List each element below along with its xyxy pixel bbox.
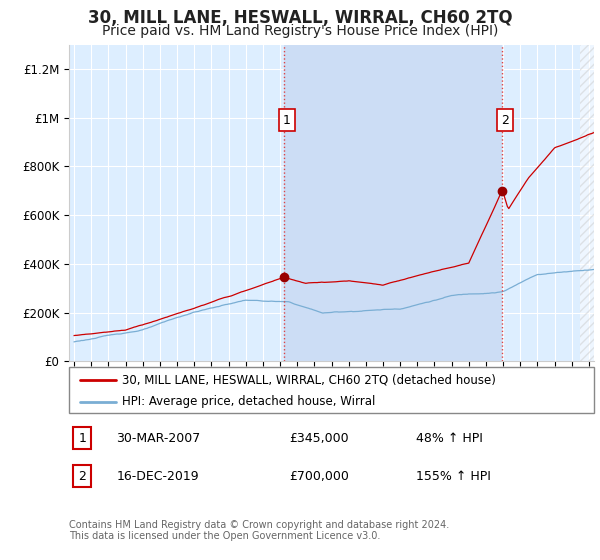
Text: 48% ↑ HPI: 48% ↑ HPI bbox=[415, 432, 482, 445]
Text: 16-DEC-2019: 16-DEC-2019 bbox=[116, 470, 199, 483]
Text: 1: 1 bbox=[78, 432, 86, 445]
Text: HPI: Average price, detached house, Wirral: HPI: Average price, detached house, Wirr… bbox=[121, 395, 375, 408]
Text: 30, MILL LANE, HESWALL, WIRRAL, CH60 2TQ (detached house): 30, MILL LANE, HESWALL, WIRRAL, CH60 2TQ… bbox=[121, 374, 496, 386]
Text: 1: 1 bbox=[283, 114, 291, 127]
Text: £700,000: £700,000 bbox=[290, 470, 349, 483]
Text: 30-MAR-2007: 30-MAR-2007 bbox=[116, 432, 200, 445]
Bar bbox=[284, 45, 502, 361]
Text: Price paid vs. HM Land Registry's House Price Index (HPI): Price paid vs. HM Land Registry's House … bbox=[102, 24, 498, 38]
Bar bbox=[580, 45, 596, 361]
Text: 155% ↑ HPI: 155% ↑ HPI bbox=[415, 470, 490, 483]
Text: 2: 2 bbox=[78, 470, 86, 483]
Text: £345,000: £345,000 bbox=[290, 432, 349, 445]
Text: 30, MILL LANE, HESWALL, WIRRAL, CH60 2TQ: 30, MILL LANE, HESWALL, WIRRAL, CH60 2TQ bbox=[88, 9, 512, 27]
Text: 2: 2 bbox=[501, 114, 509, 127]
Text: Contains HM Land Registry data © Crown copyright and database right 2024.
This d: Contains HM Land Registry data © Crown c… bbox=[69, 520, 449, 542]
